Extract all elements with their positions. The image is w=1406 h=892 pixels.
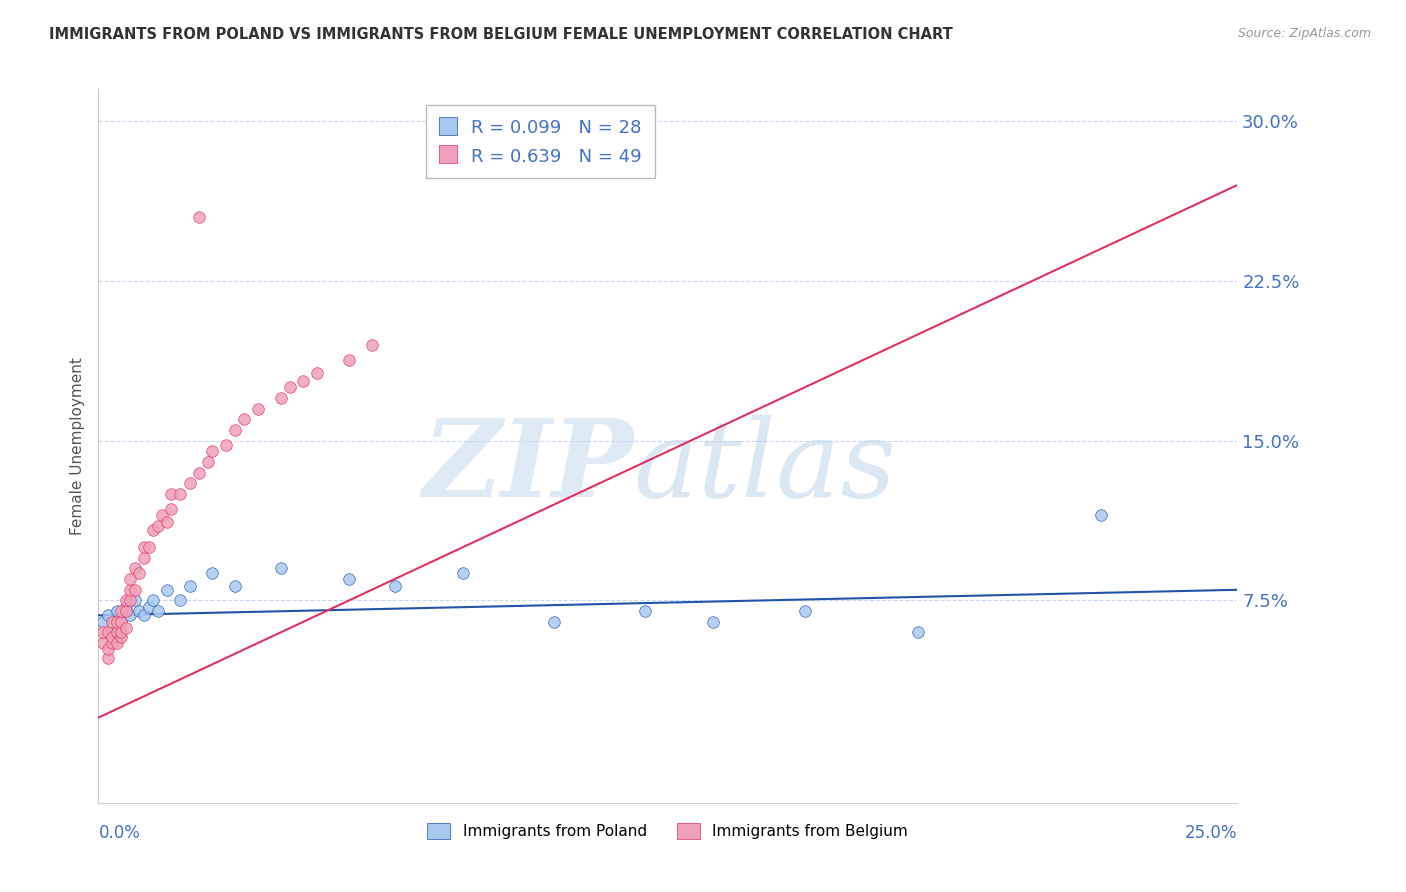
Point	[156, 582, 179, 597]
Text: 25.0%: 25.0%	[1185, 824, 1237, 842]
Point	[146, 604, 169, 618]
Point	[128, 604, 150, 618]
Point	[114, 593, 136, 607]
Point	[114, 621, 136, 635]
Point	[105, 636, 128, 650]
Point	[278, 380, 301, 394]
Point	[150, 508, 173, 523]
Point	[120, 593, 142, 607]
Point	[101, 615, 124, 629]
Point	[246, 401, 269, 416]
Point	[793, 604, 815, 618]
Point	[156, 515, 179, 529]
Point	[201, 444, 224, 458]
Point	[110, 604, 132, 618]
Point	[132, 550, 155, 565]
Point	[187, 466, 209, 480]
Point	[120, 608, 142, 623]
Point	[105, 615, 128, 629]
Point	[233, 412, 256, 426]
Point	[91, 625, 114, 640]
Point	[224, 423, 246, 437]
Point	[110, 615, 132, 629]
Point	[197, 455, 219, 469]
Point	[101, 625, 124, 640]
Text: IMMIGRANTS FROM POLAND VS IMMIGRANTS FROM BELGIUM FEMALE UNEMPLOYMENT CORRELATIO: IMMIGRANTS FROM POLAND VS IMMIGRANTS FRO…	[49, 27, 953, 42]
Point	[96, 651, 118, 665]
Point	[215, 438, 238, 452]
Point	[201, 566, 224, 580]
Point	[907, 625, 929, 640]
Point	[105, 625, 128, 640]
Legend: Immigrants from Poland, Immigrants from Belgium: Immigrants from Poland, Immigrants from …	[422, 817, 914, 845]
Point	[132, 608, 155, 623]
Point	[96, 625, 118, 640]
Point	[124, 593, 146, 607]
Point	[120, 582, 142, 597]
Point	[702, 615, 724, 629]
Point	[270, 561, 292, 575]
Point	[1090, 508, 1112, 523]
Point	[160, 487, 183, 501]
Point	[179, 578, 201, 592]
Point	[96, 642, 118, 657]
Point	[110, 630, 132, 644]
Point	[114, 599, 136, 614]
Point	[270, 391, 292, 405]
Point	[160, 501, 183, 516]
Point	[307, 366, 329, 380]
Point	[105, 604, 128, 618]
Point	[169, 593, 191, 607]
Text: Source: ZipAtlas.com: Source: ZipAtlas.com	[1237, 27, 1371, 40]
Point	[337, 352, 360, 367]
Point	[110, 615, 132, 629]
Point	[337, 572, 360, 586]
Point	[120, 572, 142, 586]
Point	[142, 523, 165, 537]
Point	[142, 593, 165, 607]
Y-axis label: Female Unemployment: Female Unemployment	[69, 357, 84, 535]
Point	[224, 578, 246, 592]
Point	[187, 210, 209, 224]
Point	[179, 476, 201, 491]
Point	[128, 566, 150, 580]
Point	[96, 608, 118, 623]
Point	[101, 636, 124, 650]
Point	[451, 566, 474, 580]
Point	[138, 599, 160, 614]
Point	[101, 630, 124, 644]
Point	[91, 636, 114, 650]
Text: 0.0%: 0.0%	[98, 824, 141, 842]
Point	[114, 604, 136, 618]
Point	[124, 561, 146, 575]
Point	[132, 540, 155, 554]
Point	[124, 582, 146, 597]
Point	[384, 578, 406, 592]
Point	[138, 540, 160, 554]
Point	[110, 625, 132, 640]
Point	[360, 338, 382, 352]
Point	[292, 374, 315, 388]
Text: atlas: atlas	[634, 415, 897, 520]
Text: ZIP: ZIP	[422, 415, 634, 520]
Point	[169, 487, 191, 501]
Point	[543, 615, 565, 629]
Point	[91, 615, 114, 629]
Point	[634, 604, 657, 618]
Point	[146, 519, 169, 533]
